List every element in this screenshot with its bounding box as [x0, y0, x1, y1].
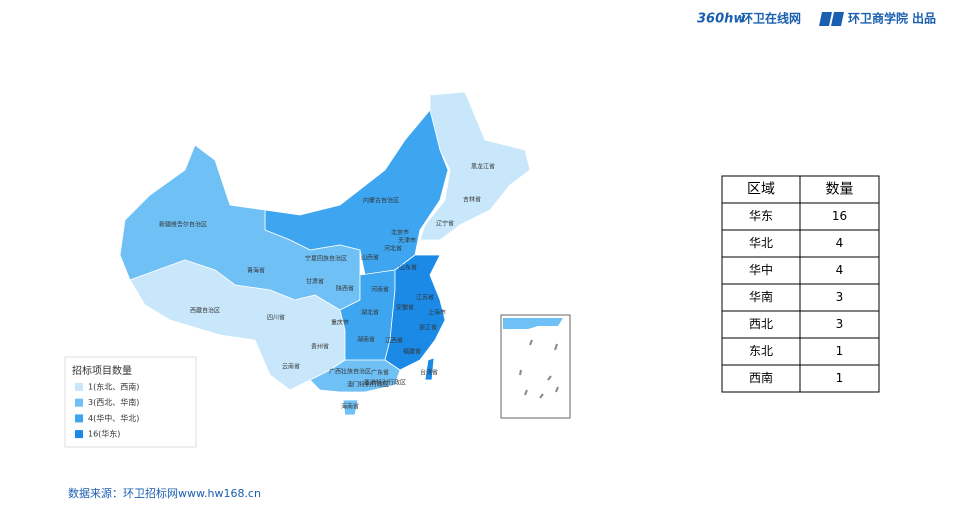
province-label: 新疆维吾尔自治区 — [159, 221, 207, 229]
academy-icon — [819, 12, 844, 26]
table-cell: 西北 — [749, 317, 773, 331]
legend: 1(东北、西南) 3(西北、华南) 4(华中、华北) 16(华东) — [75, 382, 139, 439]
legend-title: 招标项目数量 — [72, 364, 132, 377]
province-label: 四川省 — [267, 314, 285, 322]
province-label: 湖南省 — [357, 336, 375, 344]
legend-label: 1(东北、西南) — [88, 382, 139, 392]
province-label: 西藏自治区 — [190, 307, 220, 315]
legend-box — [64, 356, 197, 448]
province-label: 江西省 — [385, 337, 403, 345]
legend-swatch — [75, 398, 83, 407]
inset-land — [503, 318, 563, 329]
province-label: 海南省 — [341, 403, 359, 411]
table-cell: 华东 — [749, 209, 773, 223]
credit: 出品 — [912, 11, 936, 26]
legend-swatch — [75, 430, 83, 439]
source: 数据来源：环卫招标网www.hw168.cn — [68, 486, 261, 500]
province-label: 青海省 — [247, 267, 265, 275]
table-cell: 1 — [836, 344, 844, 358]
legend-swatch — [75, 414, 83, 423]
province-label: 江苏省 — [416, 294, 434, 302]
legend-swatch — [75, 383, 83, 391]
region — [424, 357, 435, 381]
province-label: 台湾省 — [420, 369, 438, 377]
province-label: 澳门特别行政区 — [347, 381, 389, 389]
province-label: 安徽省 — [396, 304, 414, 312]
table-cell: 4 — [836, 263, 844, 277]
province-label: 天津市 — [398, 237, 416, 245]
province-label: 山东省 — [399, 264, 417, 272]
region — [309, 359, 401, 393]
province-label: 上海市 — [428, 309, 446, 317]
province-label: 云南省 — [282, 363, 300, 371]
table-header: 数量 — [826, 182, 854, 198]
province-label: 吉林省 — [463, 196, 481, 204]
province-label: 湖北省 — [361, 309, 379, 317]
site-name: 环卫在线网 — [741, 11, 801, 26]
legend-label: 16(华东) — [88, 429, 120, 439]
legend-label: 4(华中、华北) — [88, 413, 139, 423]
table-cell: 4 — [836, 236, 844, 250]
table-cell: 华北 — [749, 236, 773, 250]
province-label: 内蒙古自治区 — [363, 197, 399, 205]
province-label: 广西壮族自治区 — [329, 368, 371, 376]
region — [342, 399, 359, 416]
table-cell: 华南 — [749, 289, 773, 304]
table-header: 区域 — [747, 182, 775, 198]
inset-islands — [519, 339, 559, 399]
province-label: 浙江省 — [419, 324, 437, 332]
table-cell: 1 — [836, 371, 844, 385]
academy-name: 环卫商学院 — [848, 11, 908, 26]
province-label: 河南省 — [371, 286, 389, 294]
province-label: 福建省 — [403, 348, 421, 356]
province-label: 北京市 — [391, 229, 409, 237]
province-label: 重庆市 — [331, 319, 349, 327]
logo: 360hw — [697, 12, 746, 27]
province-label: 河北省 — [384, 245, 402, 253]
region — [419, 91, 531, 241]
inset-frame — [500, 314, 571, 419]
province-label: 贵州省 — [311, 343, 329, 351]
province-label: 黑龙江省 — [471, 163, 495, 171]
table-cell: 3 — [836, 290, 844, 304]
province-label: 广东省 — [371, 369, 389, 377]
table-cell: 华中 — [749, 262, 773, 277]
table-cell: 3 — [836, 317, 844, 331]
province-label: 陕西省 — [336, 285, 354, 293]
province-label: 辽宁省 — [436, 220, 454, 228]
province-label: 香港特别行政区 — [364, 379, 406, 387]
province-label: 甘肃省 — [306, 278, 324, 286]
table-cell: 16 — [832, 209, 847, 223]
legend-label: 3(西北、华南) — [88, 397, 139, 407]
province-label: 山西省 — [361, 254, 379, 262]
province-label: 宁夏回族自治区 — [305, 255, 347, 263]
table-cell: 西南 — [749, 370, 773, 385]
region — [384, 254, 446, 371]
table-cell: 东北 — [749, 344, 773, 358]
